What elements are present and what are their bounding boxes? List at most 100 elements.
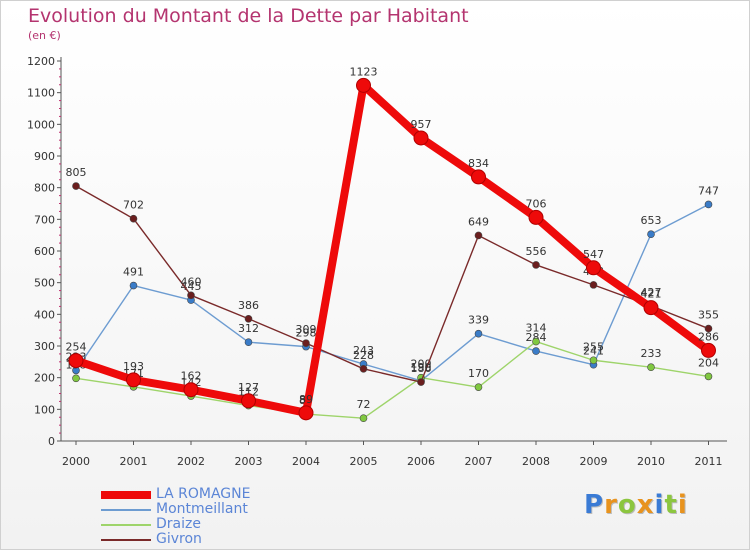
data-label: 72 bbox=[357, 398, 371, 411]
data-label: 309 bbox=[296, 323, 317, 336]
data-point bbox=[532, 337, 540, 346]
data-label: 284 bbox=[526, 331, 547, 344]
chart-subtitle: (en €) bbox=[28, 29, 61, 42]
data-label: 386 bbox=[238, 299, 259, 312]
legend-label: Givron bbox=[156, 531, 202, 547]
data-label: 427 bbox=[641, 286, 662, 299]
data-point bbox=[129, 281, 138, 290]
x-tick-label: 2010 bbox=[637, 455, 665, 468]
data-label: 556 bbox=[526, 245, 547, 258]
data-label: 243 bbox=[353, 344, 374, 357]
data-label: 254 bbox=[66, 341, 87, 354]
data-point bbox=[244, 314, 253, 323]
series-line-givron bbox=[75, 185, 710, 383]
y-tick-label: 200 bbox=[34, 372, 55, 385]
legend-label: Draize bbox=[156, 516, 201, 532]
logo-letter: r bbox=[604, 490, 618, 520]
logo-letter: o bbox=[617, 490, 637, 520]
y-tick-label: 100 bbox=[34, 403, 55, 416]
data-point bbox=[589, 356, 598, 365]
data-point bbox=[704, 200, 713, 209]
x-tick-label: 2008 bbox=[522, 455, 550, 468]
x-tick-label: 2011 bbox=[695, 455, 723, 468]
data-label: 747 bbox=[698, 184, 719, 197]
data-point bbox=[589, 281, 598, 289]
y-tick-label: 1000 bbox=[27, 118, 55, 131]
data-point bbox=[241, 393, 256, 409]
data-point bbox=[129, 214, 138, 223]
y-tick-label: 0 bbox=[48, 435, 55, 448]
data-label: 834 bbox=[468, 157, 489, 170]
x-tick-label: 2002 bbox=[177, 455, 205, 468]
data-label: 421 bbox=[641, 288, 662, 301]
legend-swatch bbox=[101, 539, 151, 541]
data-point bbox=[474, 231, 483, 240]
data-label: 127 bbox=[238, 381, 259, 394]
x-tick-label: 2007 bbox=[465, 455, 493, 468]
data-point bbox=[359, 414, 368, 423]
data-point bbox=[244, 338, 253, 347]
y-tick-label: 500 bbox=[34, 277, 55, 290]
x-tick-label: 2004 bbox=[292, 455, 320, 468]
y-tick-label: 700 bbox=[34, 213, 55, 226]
data-label: 491 bbox=[123, 266, 144, 279]
data-label: 702 bbox=[123, 199, 144, 212]
data-point bbox=[359, 364, 368, 373]
data-point bbox=[183, 382, 199, 398]
y-tick-label: 400 bbox=[34, 308, 55, 321]
data-point bbox=[532, 347, 540, 355]
data-label: 241 bbox=[583, 345, 604, 358]
logo-letter: x bbox=[636, 490, 655, 520]
series-line-la-romagne bbox=[72, 81, 713, 417]
data-label: 286 bbox=[698, 330, 719, 343]
data-point bbox=[701, 342, 716, 358]
data-label: 805 bbox=[66, 166, 87, 179]
data-label: 445 bbox=[181, 280, 202, 293]
data-point bbox=[417, 378, 425, 386]
data-label: 547 bbox=[583, 248, 604, 261]
legend-swatch bbox=[101, 509, 151, 511]
data-label: 228 bbox=[353, 349, 374, 362]
y-tick-label: 800 bbox=[34, 182, 55, 195]
logo-letter: t bbox=[664, 490, 678, 520]
data-point bbox=[586, 260, 601, 276]
data-label: 186 bbox=[411, 362, 432, 375]
x-tick-label: 2009 bbox=[580, 455, 608, 468]
data-point bbox=[356, 77, 371, 93]
data-point bbox=[643, 300, 659, 316]
data-point bbox=[72, 182, 80, 190]
data-label: 170 bbox=[468, 367, 489, 380]
legend-label: LA ROMAGNE bbox=[156, 486, 251, 502]
logo-letter: i bbox=[677, 490, 688, 520]
data-point bbox=[302, 339, 310, 347]
data-label: 89 bbox=[299, 393, 313, 406]
y-tick-label: 600 bbox=[34, 245, 55, 258]
data-label: 162 bbox=[181, 370, 202, 383]
data-label: 1123 bbox=[350, 65, 378, 78]
data-point bbox=[647, 363, 655, 372]
x-tick-label: 2000 bbox=[62, 455, 90, 468]
data-point bbox=[704, 324, 713, 333]
data-point bbox=[474, 383, 483, 391]
data-label: 706 bbox=[526, 197, 547, 210]
data-point bbox=[528, 209, 544, 225]
data-point bbox=[72, 374, 80, 383]
data-label: 193 bbox=[123, 360, 144, 373]
data-label: 314 bbox=[526, 322, 547, 335]
data-point bbox=[647, 230, 655, 239]
proxiti-logo: Proxiti bbox=[584, 490, 688, 520]
data-label: 255 bbox=[583, 340, 604, 353]
data-label: 312 bbox=[238, 322, 259, 335]
data-point bbox=[413, 130, 429, 146]
data-label: 957 bbox=[411, 118, 432, 131]
series-line-draize bbox=[75, 340, 710, 419]
logo-letter: i bbox=[654, 490, 665, 520]
x-tick-label: 2006 bbox=[407, 455, 435, 468]
y-tick-label: 900 bbox=[34, 150, 55, 163]
data-label: 355 bbox=[698, 309, 719, 322]
series-line-montmeillant bbox=[75, 203, 710, 382]
data-label: 204 bbox=[698, 356, 719, 369]
data-point bbox=[126, 372, 141, 388]
